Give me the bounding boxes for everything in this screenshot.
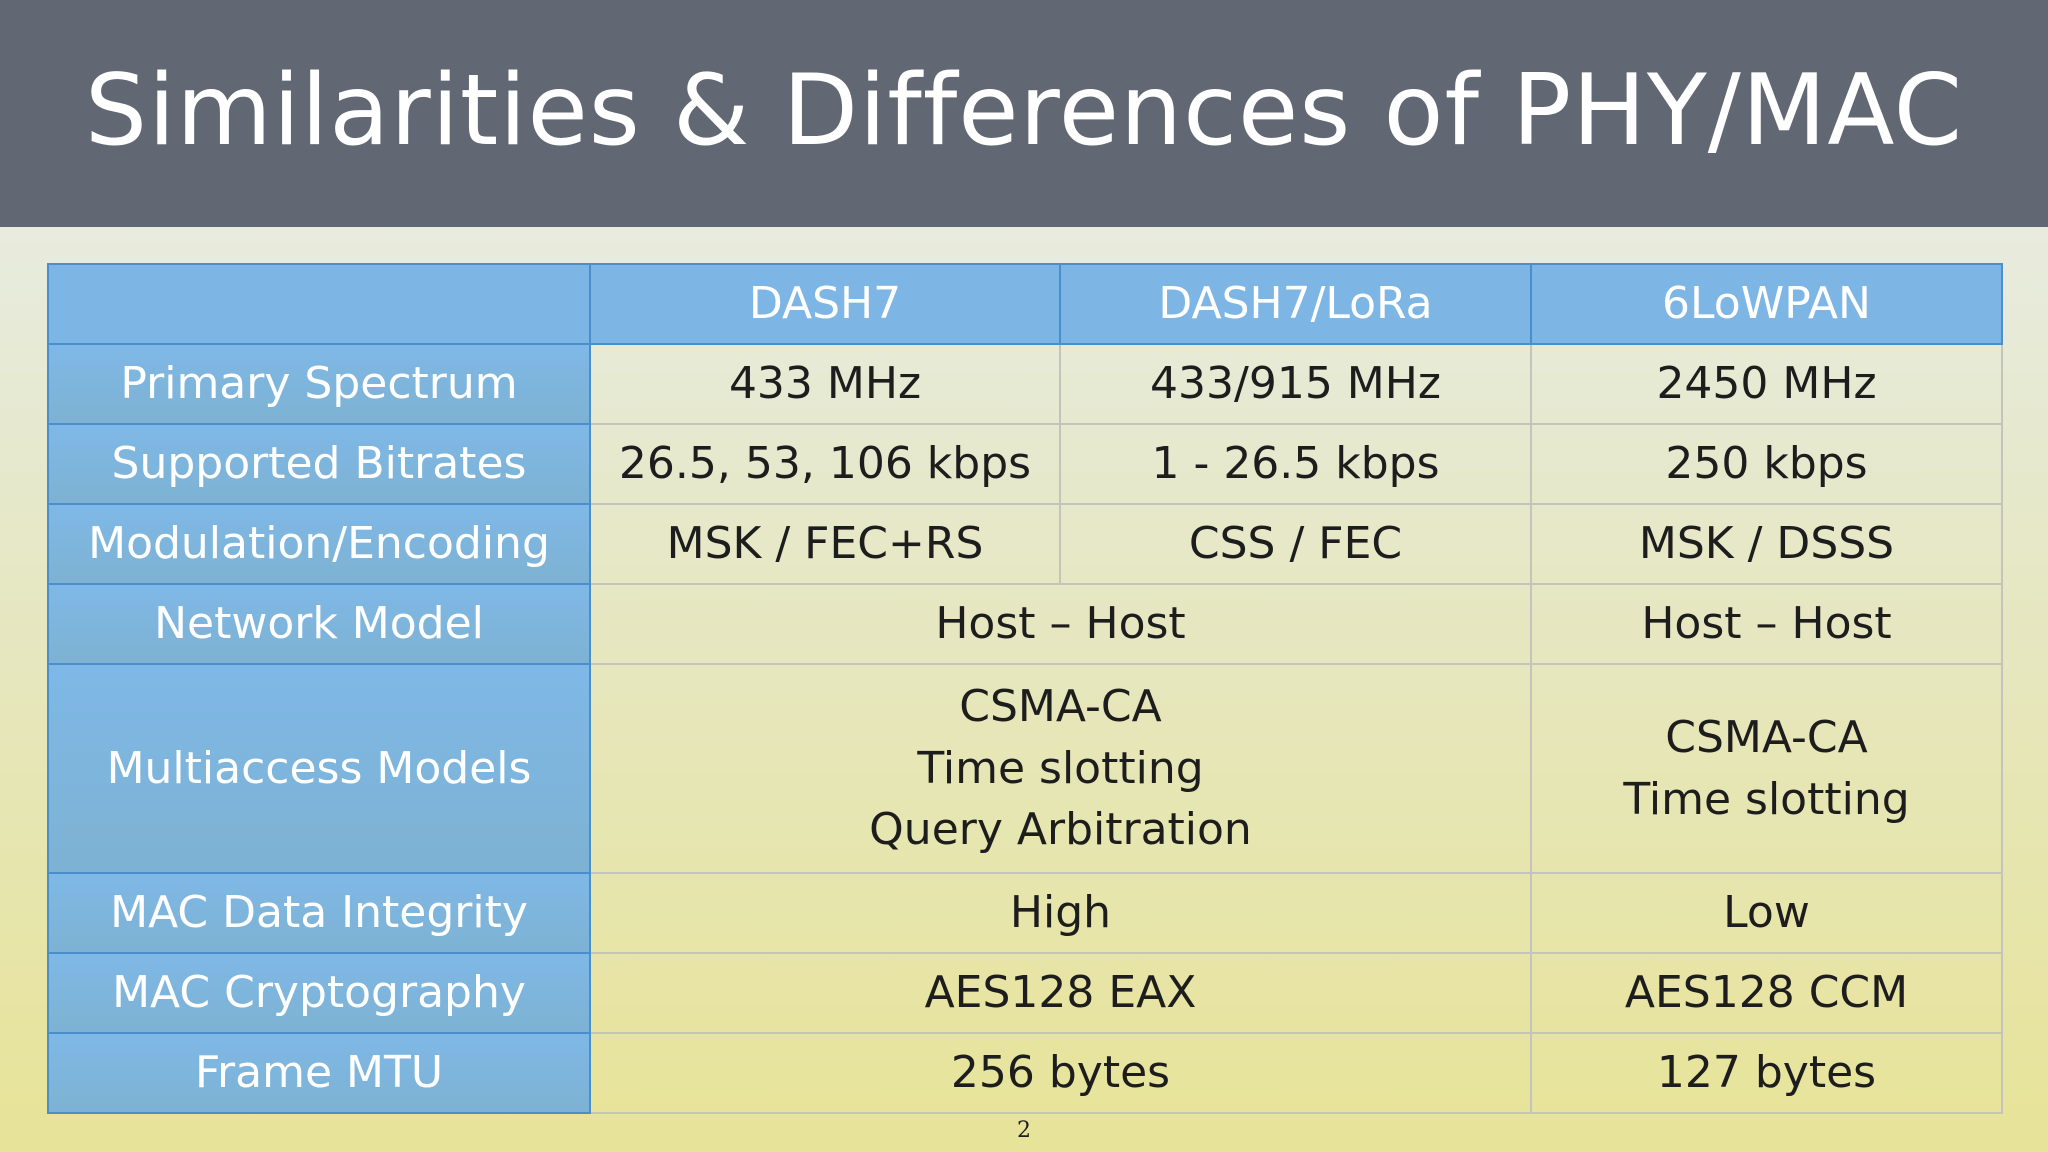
- cell-dash7-lora: CSS / FEC: [1059, 503, 1532, 585]
- cell-dash7-lora: 433/915 MHz: [1059, 343, 1532, 425]
- table-row: Modulation/Encoding MSK / FEC+RS CSS / F…: [47, 503, 2003, 585]
- row-header-modulation: Modulation/Encoding: [47, 503, 591, 585]
- cell-dash7-shared: 256 bytes: [589, 1032, 1532, 1114]
- row-header-frame-mtu: Frame MTU: [47, 1032, 591, 1114]
- table-row: Primary Spectrum 433 MHz 433/915 MHz 245…: [47, 343, 2003, 425]
- cell-dash7-shared: CSMA-CA Time slotting Query Arbitration: [589, 663, 1532, 874]
- table-row: Network Model Host – Host Host – Host: [47, 583, 2003, 665]
- column-header-6lowpan: 6LoWPAN: [1530, 263, 2003, 345]
- table-row: Supported Bitrates 26.5, 53, 106 kbps 1 …: [47, 423, 2003, 505]
- cell-6lowpan: CSMA-CA Time slotting: [1530, 663, 2003, 874]
- column-header-dash7-lora: DASH7/LoRa: [1059, 263, 1532, 345]
- comparison-table: DASH7 DASH7/LoRa 6LoWPAN Primary Spectru…: [47, 263, 2003, 1114]
- multiaccess-line: CSMA-CA: [959, 681, 1162, 733]
- cell-dash7: 433 MHz: [589, 343, 1061, 425]
- row-header-primary-spectrum: Primary Spectrum: [47, 343, 591, 425]
- header-row: DASH7 DASH7/LoRa 6LoWPAN: [47, 263, 2003, 345]
- cell-6lowpan: 2450 MHz: [1530, 343, 2003, 425]
- page-number: 2: [1017, 1118, 1031, 1143]
- column-header-dash7: DASH7: [589, 263, 1061, 345]
- cell-dash7-shared: AES128 EAX: [589, 952, 1532, 1034]
- cell-dash7-shared: Host – Host: [589, 583, 1532, 665]
- multiaccess-line: Query Arbitration: [869, 804, 1252, 856]
- row-header-network-model: Network Model: [47, 583, 591, 665]
- table-row: Frame MTU 256 bytes 127 bytes: [47, 1032, 2003, 1114]
- cell-6lowpan: Low: [1530, 872, 2003, 954]
- cell-dash7: 26.5, 53, 106 kbps: [589, 423, 1061, 505]
- row-header-supported-bitrates: Supported Bitrates: [47, 423, 591, 505]
- row-header-multiaccess: Multiaccess Models: [47, 663, 591, 874]
- title-bar: Similarities & Differences of PHY/MAC: [0, 0, 2048, 227]
- multiaccess-line: CSMA-CA: [1665, 711, 1868, 763]
- table-row: MAC Cryptography AES128 EAX AES128 CCM: [47, 952, 2003, 1034]
- row-header-data-integrity: MAC Data Integrity: [47, 872, 591, 954]
- multiaccess-line: Time slotting: [1623, 773, 1910, 825]
- cell-6lowpan: MSK / DSSS: [1530, 503, 2003, 585]
- row-header-cryptography: MAC Cryptography: [47, 952, 591, 1034]
- table-row: MAC Data Integrity High Low: [47, 872, 2003, 954]
- cell-dash7: MSK / FEC+RS: [589, 503, 1061, 585]
- multiaccess-line: Time slotting: [917, 742, 1204, 794]
- cell-dash7-shared: High: [589, 872, 1532, 954]
- cell-6lowpan: AES128 CCM: [1530, 952, 2003, 1034]
- slide-title: Similarities & Differences of PHY/MAC: [84, 54, 1964, 168]
- cell-6lowpan: Host – Host: [1530, 583, 2003, 665]
- cell-6lowpan: 250 kbps: [1530, 423, 2003, 505]
- table-row: Multiaccess Models CSMA-CA Time slotting…: [47, 663, 2003, 874]
- cell-dash7-lora: 1 - 26.5 kbps: [1059, 423, 1532, 505]
- header-corner-cell: [47, 263, 591, 345]
- cell-6lowpan: 127 bytes: [1530, 1032, 2003, 1114]
